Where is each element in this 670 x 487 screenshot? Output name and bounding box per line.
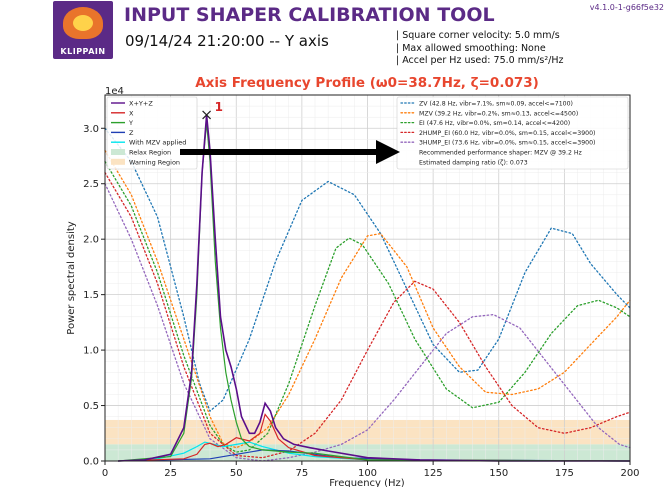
param-smoothing: | Max allowed smoothing: None bbox=[396, 42, 546, 54]
shaper-line-ei bbox=[104, 160, 631, 453]
x-tick-label: 0 bbox=[102, 468, 108, 479]
shaper-line-zv bbox=[104, 127, 631, 413]
y-tick-label: 2.0 bbox=[83, 235, 99, 246]
x-tick-label: 175 bbox=[555, 468, 574, 479]
page-title: INPUT SHAPER CALIBRATION TOOL bbox=[124, 4, 495, 26]
peak-label: 1 bbox=[215, 100, 223, 114]
x-tick-label: 100 bbox=[358, 468, 377, 479]
legend-label-x-y-z: X+Y+Z bbox=[129, 100, 153, 108]
legend-label-z: Z bbox=[129, 129, 134, 137]
arrow-head bbox=[376, 140, 400, 164]
arrow-annotation bbox=[180, 140, 400, 164]
logo-text: KLIPPAIN bbox=[60, 47, 106, 56]
y-tick-label: 3.0 bbox=[83, 124, 99, 135]
calibration-params: | Square corner velocity: 5.0 mm/s | Max… bbox=[396, 30, 564, 68]
x-axis-label: Frequency (Hz) bbox=[329, 478, 405, 487]
legend-label-x: X bbox=[129, 109, 134, 117]
left-legend-box bbox=[106, 96, 198, 170]
y-scale-label: 1e4 bbox=[105, 86, 124, 97]
legend-label-y: Y bbox=[128, 119, 133, 127]
logo-blob-core bbox=[73, 15, 93, 31]
shaper-line-mzv bbox=[104, 149, 631, 449]
param-accel-per-hz: | Accel per Hz used: 75.0 mm/s²/Hz bbox=[396, 55, 564, 66]
legend-label-zv: ZV (42.8 Hz, vibr=7.1%, sm≈0.09, accel<=… bbox=[419, 101, 573, 108]
y-tick-label: 1.5 bbox=[83, 290, 99, 301]
x-tick-label: 75 bbox=[296, 468, 309, 479]
legend-label-ei: EI (47.6 Hz, vibr=0.0%, sm≈0.14, accel<=… bbox=[419, 120, 570, 127]
legend-label-note-6: Estimated damping ratio (ζ): 0.073 bbox=[419, 159, 528, 166]
legend-swatch-warning-region bbox=[111, 158, 125, 165]
legend-label-warning-region: Warning Region bbox=[129, 158, 180, 166]
psd-line-with-mzv-applied bbox=[118, 441, 631, 462]
legend-swatch-relax-region bbox=[111, 149, 125, 155]
y-tick-label: 0.0 bbox=[83, 457, 99, 468]
x-tick-label: 50 bbox=[230, 468, 243, 479]
y-axis-label: Power spectral density bbox=[66, 221, 77, 334]
x-tick-label: 150 bbox=[489, 468, 508, 479]
psd-line-x-y-z bbox=[118, 114, 630, 462]
psd-line-x bbox=[118, 413, 631, 462]
version-label: v4.1.0-1-g66f5e32 bbox=[589, 3, 664, 12]
page-subtitle: 09/14/24 21:20:00 -- Y axis bbox=[125, 32, 329, 50]
klippain-logo: KLIPPAIN bbox=[53, 1, 113, 59]
shaper-line-2hump-ei bbox=[104, 171, 631, 459]
psd-line-y bbox=[118, 122, 631, 462]
y-tick-label: 1.0 bbox=[83, 346, 99, 357]
y-tick-label: 0.5 bbox=[83, 401, 99, 412]
shaper-line-3hump-ei bbox=[104, 183, 631, 462]
x-tick-label: 200 bbox=[620, 468, 639, 479]
legend-label-note-5: Recommended performance shaper: MZV @ 39… bbox=[419, 149, 582, 157]
x-tick-label: 125 bbox=[424, 468, 443, 479]
legend-label-2hump-ei: 2HUMP_EI (60.0 Hz, vibr=0.0%, sm≈0.15, a… bbox=[419, 130, 595, 137]
legend-label-relax-region: Relax Region bbox=[129, 149, 171, 157]
param-scv: | Square corner velocity: 5.0 mm/s bbox=[396, 30, 560, 41]
right-legend-box bbox=[396, 96, 629, 170]
legend-label-3hump-ei: 3HUMP_EI (73.6 Hz, vibr=0.0%, sm≈0.15, a… bbox=[419, 140, 595, 147]
y-tick-label: 2.5 bbox=[83, 179, 99, 190]
x-tick-label: 25 bbox=[164, 468, 177, 479]
chart-title: Axis Frequency Profile (ω0=38.7Hz, ζ=0.0… bbox=[195, 75, 539, 91]
legend-label-mzv: MZV (39.2 Hz, vibr=0.2%, sm≈0.13, accel<… bbox=[419, 110, 578, 117]
peak-marker bbox=[202, 110, 212, 120]
legend-label-with-mzv-applied: With MZV applied bbox=[129, 139, 186, 147]
